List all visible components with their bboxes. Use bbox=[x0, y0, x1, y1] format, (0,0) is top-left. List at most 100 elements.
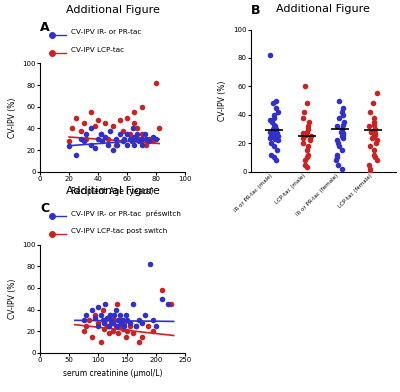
Point bbox=[142, 312, 148, 318]
Point bbox=[304, 147, 310, 153]
Point bbox=[368, 129, 374, 135]
Point bbox=[136, 136, 142, 142]
Point bbox=[134, 125, 140, 131]
Point bbox=[336, 98, 342, 104]
Point bbox=[118, 317, 124, 323]
Point bbox=[369, 134, 376, 141]
Point bbox=[104, 323, 110, 329]
Point bbox=[138, 142, 145, 148]
Point bbox=[112, 323, 119, 329]
Point bbox=[341, 119, 347, 125]
Point bbox=[104, 315, 110, 321]
Point bbox=[306, 119, 312, 125]
Point bbox=[127, 323, 133, 329]
Point bbox=[110, 319, 116, 326]
Point bbox=[370, 114, 377, 121]
Point bbox=[150, 317, 156, 323]
Text: Additional Figure: Additional Figure bbox=[66, 186, 160, 196]
Point bbox=[143, 136, 149, 142]
Point bbox=[143, 142, 149, 148]
Point bbox=[108, 319, 114, 326]
Point bbox=[269, 119, 275, 125]
Point bbox=[146, 136, 152, 142]
Point bbox=[304, 164, 310, 171]
Point bbox=[124, 317, 130, 323]
Text: C: C bbox=[40, 202, 49, 215]
Point bbox=[339, 133, 345, 139]
Point bbox=[117, 323, 124, 329]
Point bbox=[366, 169, 373, 175]
Point bbox=[300, 130, 306, 136]
Point bbox=[128, 138, 135, 145]
Point bbox=[92, 315, 98, 321]
Point bbox=[302, 162, 308, 168]
Point bbox=[271, 143, 278, 149]
Point bbox=[369, 100, 376, 107]
Point bbox=[339, 109, 345, 115]
Point bbox=[138, 136, 145, 142]
Point bbox=[367, 143, 374, 149]
Point bbox=[153, 80, 160, 86]
Point bbox=[138, 334, 145, 340]
Point bbox=[105, 323, 112, 329]
Point bbox=[336, 143, 342, 149]
Point bbox=[138, 131, 145, 137]
Point bbox=[111, 317, 118, 323]
Point bbox=[117, 131, 123, 137]
Point bbox=[95, 136, 101, 142]
Point bbox=[114, 142, 120, 148]
Point bbox=[106, 312, 113, 318]
Point bbox=[136, 317, 142, 323]
Point bbox=[101, 319, 107, 326]
Point bbox=[88, 142, 94, 148]
Point bbox=[124, 131, 130, 137]
Point bbox=[274, 137, 281, 143]
Point bbox=[307, 137, 313, 143]
Point bbox=[268, 151, 274, 158]
Point bbox=[168, 301, 174, 307]
Point bbox=[301, 109, 307, 115]
Point bbox=[118, 319, 124, 326]
Point bbox=[133, 323, 139, 329]
Point bbox=[340, 130, 346, 136]
Point bbox=[302, 132, 309, 138]
Point bbox=[121, 323, 128, 329]
Point bbox=[367, 109, 374, 115]
Point bbox=[334, 154, 340, 161]
Point bbox=[374, 90, 380, 96]
Point bbox=[307, 136, 313, 142]
Point bbox=[120, 127, 126, 134]
Point bbox=[267, 52, 273, 58]
Point bbox=[69, 125, 75, 131]
Point bbox=[89, 334, 96, 340]
Point bbox=[117, 312, 124, 318]
Point bbox=[131, 120, 138, 126]
X-axis label: serum creatinine (μmol/L): serum creatinine (μmol/L) bbox=[63, 368, 162, 377]
Point bbox=[117, 116, 123, 123]
Point bbox=[92, 123, 98, 129]
Point bbox=[372, 132, 378, 138]
Point bbox=[159, 296, 165, 302]
Point bbox=[305, 126, 311, 132]
Point bbox=[270, 100, 276, 107]
Point bbox=[83, 323, 90, 329]
Point bbox=[73, 152, 80, 158]
Point bbox=[150, 138, 156, 145]
Point bbox=[371, 133, 377, 139]
Point bbox=[83, 131, 90, 137]
Point bbox=[136, 339, 142, 345]
X-axis label: Recipient Age (years): Recipient Age (years) bbox=[72, 187, 154, 196]
Point bbox=[124, 142, 130, 148]
Point bbox=[78, 127, 84, 134]
Point bbox=[267, 129, 273, 135]
Point bbox=[271, 122, 277, 128]
Point bbox=[95, 319, 101, 326]
Point bbox=[88, 125, 94, 131]
Point bbox=[92, 312, 98, 318]
Point bbox=[159, 287, 165, 293]
Point bbox=[114, 323, 120, 329]
Point bbox=[112, 307, 119, 313]
Point bbox=[366, 162, 372, 168]
Point bbox=[127, 131, 133, 137]
Point bbox=[300, 140, 306, 146]
